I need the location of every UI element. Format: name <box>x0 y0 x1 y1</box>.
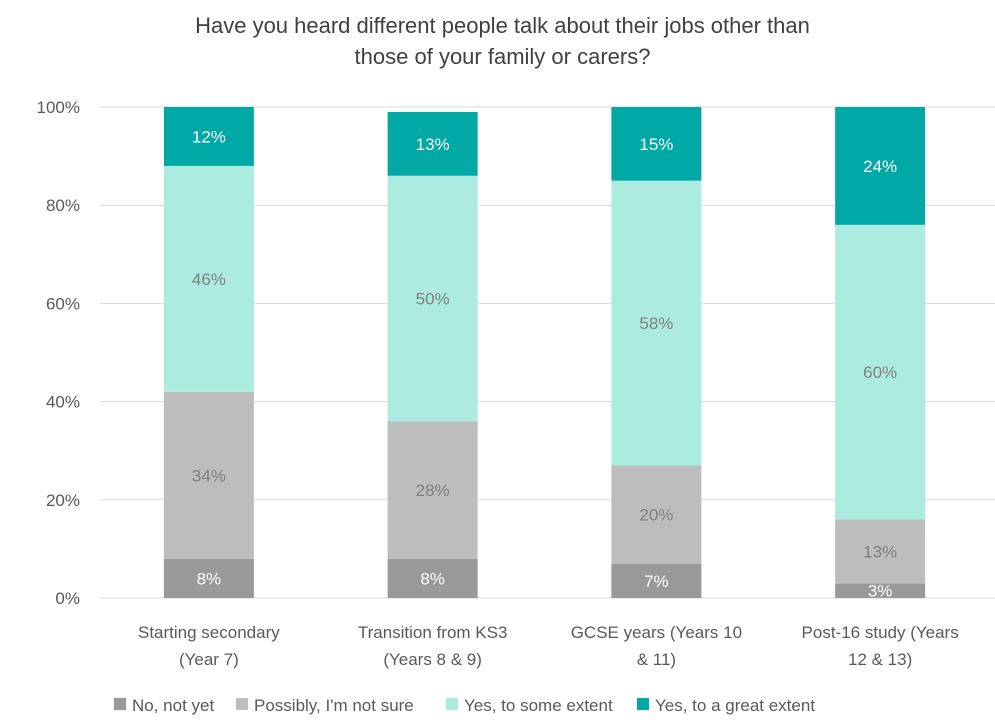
legend-label: No, not yet <box>132 696 214 715</box>
x-tick-label: 12 & 13) <box>848 650 912 669</box>
data-label: 34% <box>192 466 226 485</box>
bar-segment <box>835 519 926 584</box>
data-label: 8% <box>197 569 222 588</box>
data-label: 3% <box>868 582 893 601</box>
x-tick-label: Transition from KS3 <box>358 623 508 642</box>
bar-segment <box>835 107 926 225</box>
bar-segment <box>163 165 254 392</box>
bar-segment <box>163 107 254 166</box>
data-label: 13% <box>416 135 450 154</box>
legend-swatch <box>114 698 126 710</box>
chart-title: Have you heard different people talk abo… <box>195 13 810 69</box>
data-label: 7% <box>644 572 669 591</box>
legend-label: Possibly, I'm not sure <box>254 696 414 715</box>
bar-segment <box>611 563 702 598</box>
data-label: 28% <box>416 481 450 500</box>
bar-segment <box>387 421 478 559</box>
y-tick-label: 40% <box>46 393 80 412</box>
bar-segment <box>387 175 478 422</box>
y-tick-label: 0% <box>55 589 80 608</box>
data-label: 60% <box>863 363 897 382</box>
x-tick-label: (Year 7) <box>179 650 239 669</box>
bar-segment <box>387 558 478 598</box>
x-tick-label: (Years 8 & 9) <box>383 650 482 669</box>
data-label: 50% <box>416 289 450 308</box>
legend-swatch <box>637 698 649 710</box>
data-label: 12% <box>192 127 226 146</box>
data-label: 20% <box>639 506 673 525</box>
legend-label: Yes, to a great extent <box>655 696 815 715</box>
bar-segment <box>611 465 702 564</box>
legend-swatch <box>446 698 458 710</box>
bar-segment <box>163 391 254 559</box>
y-tick-label: 100% <box>37 98 80 117</box>
legend-label: Yes, to some extent <box>464 696 613 715</box>
y-tick-label: 20% <box>46 491 80 510</box>
x-tick-label: & 11) <box>637 650 676 669</box>
data-label: 58% <box>639 314 673 333</box>
data-label: 8% <box>420 569 445 588</box>
x-tick-label: Starting secondary <box>138 623 280 642</box>
x-tick-label: GCSE years (Years 10 <box>571 623 742 642</box>
y-tick-label: 80% <box>46 196 80 215</box>
y-tick-label: 60% <box>46 294 80 313</box>
bar-segment <box>163 558 254 598</box>
legend-swatch <box>236 698 248 710</box>
bar-segment <box>835 224 926 520</box>
bar-segment <box>611 107 702 181</box>
bar-segment <box>387 111 478 176</box>
bar-segment <box>611 180 702 466</box>
bar-segment <box>835 583 926 598</box>
data-label: 24% <box>863 157 897 176</box>
data-label: 46% <box>192 270 226 289</box>
data-label: 15% <box>639 135 673 154</box>
data-label: 13% <box>863 542 897 561</box>
x-tick-label: Post-16 study (Years <box>802 623 959 642</box>
